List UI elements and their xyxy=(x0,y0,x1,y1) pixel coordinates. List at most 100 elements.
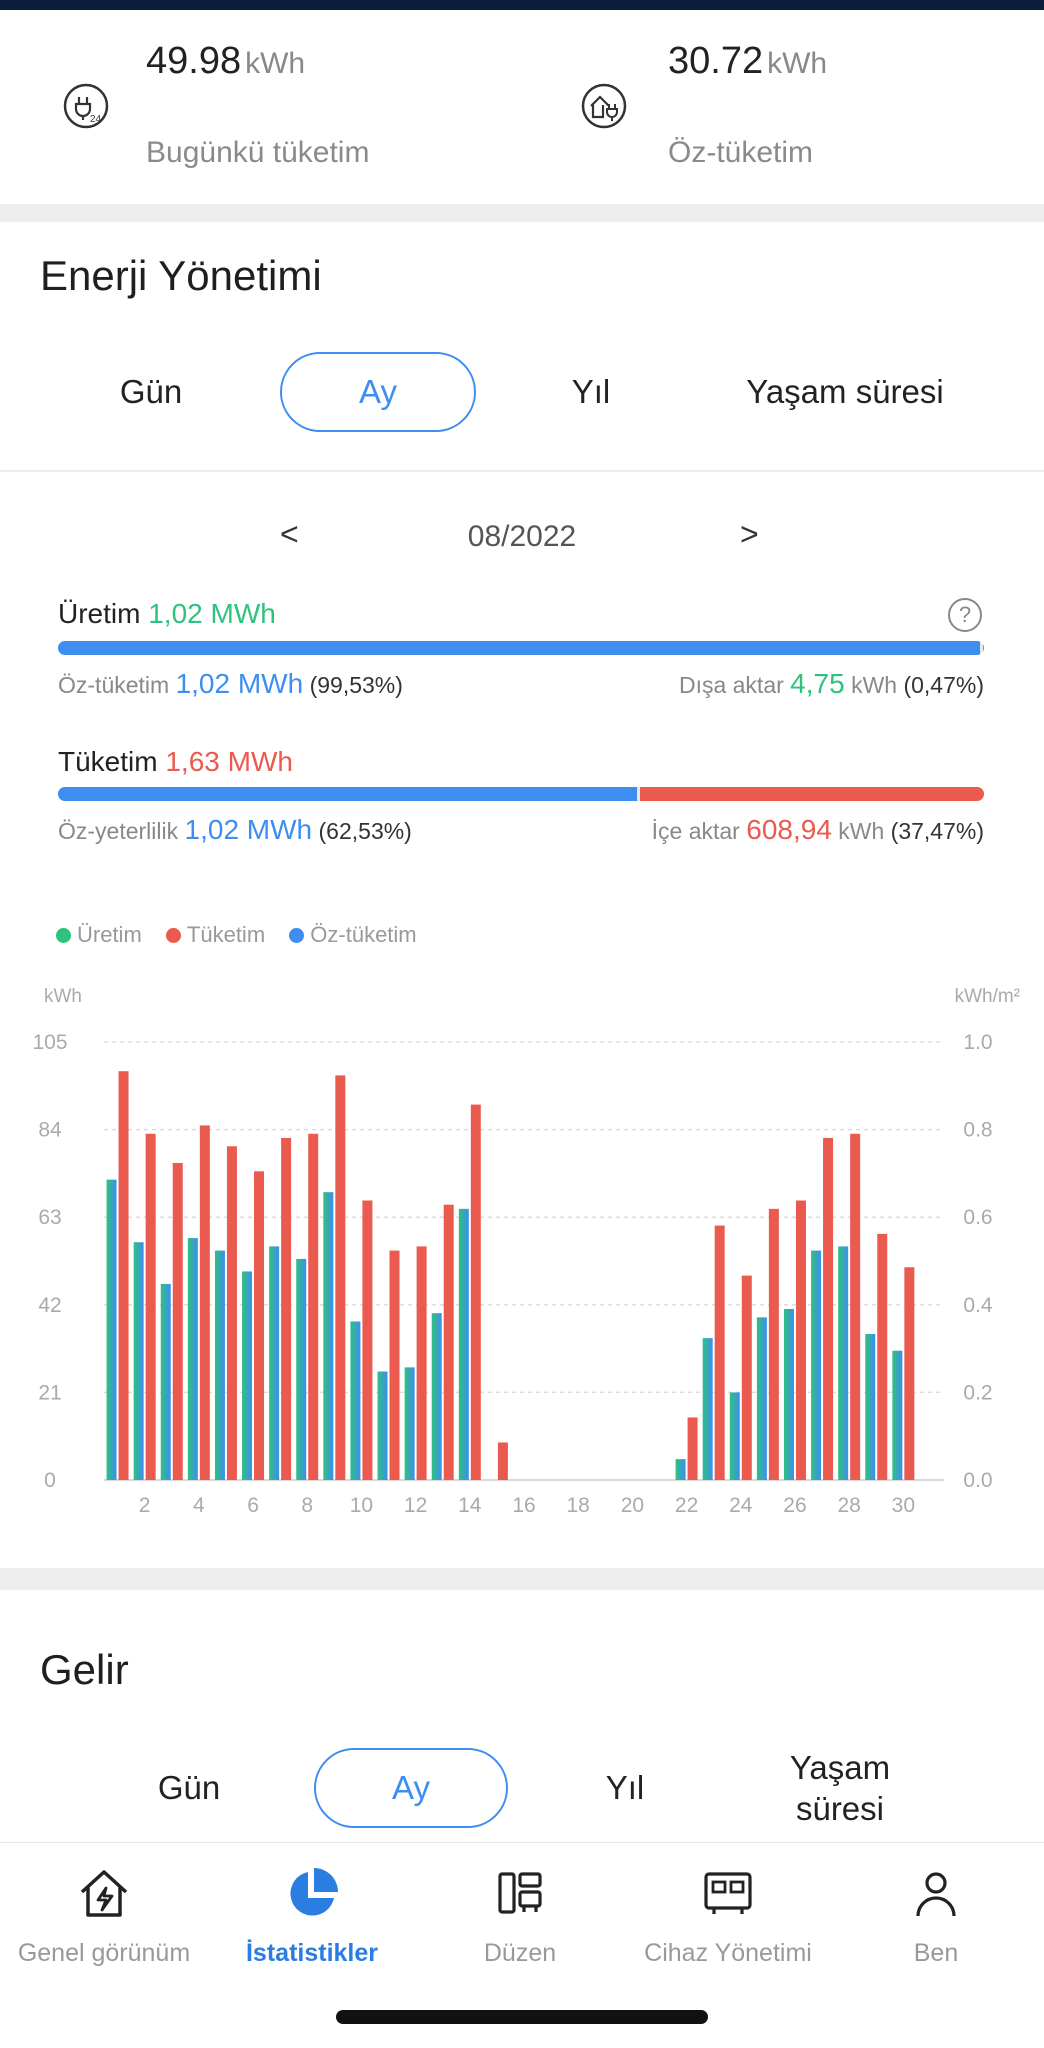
y-tick-label-left: 105 xyxy=(32,1031,67,1054)
x-tick-label: 30 xyxy=(892,1494,915,1517)
bar-self-consumption xyxy=(187,1238,198,1480)
self-sufficiency-pct: (62,53%) xyxy=(318,818,412,844)
income-tab-month[interactable]: Ay xyxy=(314,1748,508,1828)
production-self-consumption: Öz-tüketim 1,02 MWh (99,53%) xyxy=(58,668,403,700)
house-plug-icon xyxy=(581,83,627,129)
consumption-label: Tüketim xyxy=(58,746,158,777)
bar-self-consumption xyxy=(811,1250,822,1480)
nav-statistics-label: İstatistikler xyxy=(245,1939,378,1967)
self-consumption-label: Öz-tüketim xyxy=(668,136,814,169)
energy-title: Enerji Yönetimi xyxy=(40,252,322,299)
income-tab-day[interactable]: Gün xyxy=(157,1769,221,1807)
nav-statistics[interactable]: İstatistikler xyxy=(208,1863,416,1968)
x-tick-label: 22 xyxy=(675,1494,698,1517)
bar-consumption xyxy=(768,1208,779,1480)
x-tick-label: 6 xyxy=(247,1494,259,1517)
person-icon xyxy=(916,1872,956,1917)
bar-consumption xyxy=(687,1417,698,1480)
bar-self-consumption xyxy=(106,1179,117,1480)
nav-overview[interactable]: Genel görünüm xyxy=(0,1863,208,1968)
today-consumption-value: 49.98 xyxy=(146,40,242,82)
bar-consumption xyxy=(199,1125,210,1480)
bar-consumption xyxy=(877,1233,888,1480)
y-tick-label-left: 21 xyxy=(38,1381,61,1404)
bar-consumption xyxy=(362,1200,373,1480)
consumption-value: 1,63 MWh xyxy=(165,746,293,777)
tabs-divider xyxy=(0,470,1044,472)
y-tick-label-right: 0.8 xyxy=(963,1119,992,1142)
income-card: Gelir Gün Ay Yıl Yaşam süresi xyxy=(0,1590,1044,1850)
import-unit: kWh xyxy=(838,818,885,844)
income-tab-year[interactable]: Yıl xyxy=(605,1769,645,1807)
help-icon[interactable]: ? xyxy=(948,598,982,632)
import-pct: (37,47%) xyxy=(890,818,984,844)
bar-self-consumption xyxy=(214,1250,225,1480)
income-period-tabs: Gün Ay Yıl Yaşam süresi xyxy=(0,1748,1044,1838)
chart-legend: Üretim Tüketim Öz-tüketim xyxy=(56,922,435,949)
x-tick-label: 2 xyxy=(139,1494,151,1517)
income-tab-lifetime[interactable]: Yaşam süresi xyxy=(789,1748,891,1827)
tab-year[interactable]: Yıl xyxy=(571,373,611,411)
export-unit: kWh xyxy=(851,672,898,698)
legend-consumption-label: Tüketim xyxy=(186,922,266,947)
device-icon xyxy=(704,1872,752,1914)
today-consumption-label: Bugünkü tüketim xyxy=(146,136,370,169)
x-tick-label: 28 xyxy=(837,1494,860,1517)
bar-consumption xyxy=(281,1137,292,1480)
consumption-summary: Tüketim 1,63 MWh xyxy=(58,746,293,778)
bar-self-consumption xyxy=(296,1258,307,1480)
consumption-self-sufficiency: Öz-yeterlilik 1,02 MWh (62,53%) xyxy=(58,814,412,846)
plug-24-icon: 24 xyxy=(63,83,109,129)
bar-consumption xyxy=(416,1246,427,1480)
self-sufficiency-label: Öz-yeterlilik xyxy=(58,818,179,844)
bar-consumption xyxy=(904,1267,915,1480)
production-self-label: Öz-tüketim xyxy=(58,672,170,698)
bar-self-consumption xyxy=(404,1367,415,1480)
nav-me[interactable]: Ben xyxy=(832,1863,1040,1968)
bar-self-consumption xyxy=(892,1350,903,1480)
prev-month-button[interactable]: < xyxy=(280,516,299,552)
tab-lifetime[interactable]: Yaşam süresi xyxy=(746,373,944,411)
bar-self-consumption xyxy=(431,1313,442,1480)
self-sufficiency-value: 1,02 MWh xyxy=(184,814,313,845)
bar-self-consumption xyxy=(458,1208,469,1480)
y-tick-label-right: 0.6 xyxy=(963,1206,992,1229)
x-tick-label: 14 xyxy=(458,1494,482,1517)
nav-device-management[interactable]: Cihaz Yönetimi xyxy=(624,1863,832,1968)
nav-layout-label: Düzen xyxy=(483,1939,557,1967)
pie-chart-icon xyxy=(290,1868,338,1916)
y-tick-label-left: 42 xyxy=(38,1294,61,1317)
date-navigator: < 08/2022 > xyxy=(0,516,1044,566)
nav-device-management-label: Cihaz Yönetimi xyxy=(644,1939,812,1967)
tab-day[interactable]: Gün xyxy=(119,373,183,411)
x-tick-label: 18 xyxy=(567,1494,590,1517)
x-tick-label: 12 xyxy=(404,1494,427,1517)
bar-self-consumption xyxy=(133,1242,144,1480)
x-tick-label: 8 xyxy=(301,1494,313,1517)
next-month-button[interactable]: > xyxy=(740,516,759,552)
tab-month[interactable]: Ay xyxy=(280,352,476,432)
legend-production-label: Üretim xyxy=(77,922,142,947)
export-value: 4,75 xyxy=(790,668,845,699)
production-export: Dışa aktar 4,75 kWh (0,47%) xyxy=(679,668,984,700)
layout-icon xyxy=(498,1872,542,1914)
status-strip xyxy=(0,0,1044,10)
self-consumption-unit: kWh xyxy=(767,47,828,80)
legend-production[interactable]: Üretim xyxy=(56,922,142,948)
bar-self-consumption xyxy=(729,1392,740,1480)
current-period[interactable]: 08/2022 xyxy=(467,520,577,553)
bar-self-consumption xyxy=(160,1283,171,1480)
nav-layout[interactable]: Düzen xyxy=(416,1863,624,1968)
consumption-import: İçe aktar 608,94 kWh (37,47%) xyxy=(652,814,984,846)
y-tick-label-right: 0.2 xyxy=(963,1381,992,1404)
x-tick-label: 24 xyxy=(729,1494,753,1517)
self-consumption-value: 30.72 xyxy=(668,40,764,82)
energy-bar-chart[interactable]: kWh kWh/m²0214263841050.00.20.40.60.81.02… xyxy=(0,980,1044,1540)
consumption-self-segment xyxy=(58,787,637,801)
bar-self-consumption xyxy=(783,1308,794,1480)
legend-self-consumption[interactable]: Öz-tüketim xyxy=(289,922,417,948)
bottom-nav: Genel görünüm İstatistikler Düzen xyxy=(0,1842,1044,2048)
legend-consumption[interactable]: Tüketim xyxy=(165,922,266,948)
x-tick-label: 16 xyxy=(512,1494,535,1517)
import-value: 608,94 xyxy=(746,814,832,845)
